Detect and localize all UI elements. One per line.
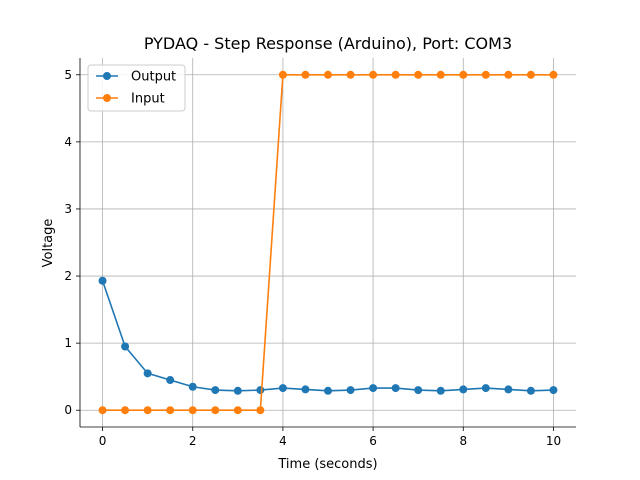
x-tick-label: 2: [189, 434, 197, 448]
y-tick-label: 3: [64, 202, 72, 216]
input-point: [98, 406, 107, 415]
series-layer: [98, 70, 558, 415]
y-tick-label: 5: [64, 68, 72, 82]
x-tick-label: 6: [369, 434, 377, 448]
input-point: [459, 70, 468, 79]
output-point: [211, 386, 220, 395]
output-point: [121, 342, 130, 351]
legend-marker-output: [103, 72, 111, 80]
output-point: [346, 386, 355, 395]
output-point: [369, 384, 378, 393]
y-tick-label: 2: [64, 269, 72, 283]
output-point: [324, 386, 332, 395]
output-point: [549, 386, 558, 395]
legend-label-output: Output: [131, 70, 176, 85]
input-point: [211, 406, 220, 415]
legend: Output Input: [87, 64, 186, 112]
output-point: [98, 276, 107, 285]
output-point: [256, 386, 265, 395]
y-tick-label: 4: [64, 135, 72, 149]
output-point: [526, 386, 535, 395]
input-line: [102, 73, 554, 412]
legend-entry-output: Output: [96, 70, 176, 85]
input-point: [414, 70, 423, 79]
input-point: [324, 70, 332, 79]
input-point: [549, 70, 558, 79]
output-line: [101, 280, 554, 392]
x-axis-ticks: 0 2 4 6 8 10: [99, 427, 561, 448]
output-point: [504, 385, 513, 394]
input-point: [481, 70, 490, 79]
x-tick-label: 4: [279, 434, 287, 448]
output-point: [301, 385, 310, 394]
output-point: [188, 382, 197, 391]
y-axis-ticks: 0 1 2 3 4 5: [64, 68, 80, 417]
x-tick-label: 0: [99, 434, 107, 448]
input-point: [278, 70, 287, 79]
y-tick-label: 0: [64, 403, 72, 417]
chart-title: PYDAQ - Step Response (Arduino), Port: C…: [144, 34, 512, 53]
input-point: [256, 406, 265, 415]
grid-lines: [80, 58, 576, 427]
output-point: [166, 376, 175, 385]
input-point: [526, 70, 535, 79]
input-point: [391, 70, 400, 79]
series-output: [98, 276, 558, 395]
input-point: [143, 406, 152, 415]
x-axis-label: Time (seconds): [277, 457, 377, 472]
y-tick-label: 1: [64, 336, 72, 350]
axes: [79, 58, 576, 428]
input-point: [346, 70, 355, 79]
input-point: [436, 70, 445, 79]
x-tick-label: 8: [459, 434, 467, 448]
legend-label-input: Input: [131, 92, 165, 107]
output-point: [233, 386, 242, 395]
output-point: [391, 384, 400, 393]
y-axis-label: Voltage: [41, 219, 56, 268]
legend-marker-input: [103, 94, 111, 102]
series-input: [98, 70, 558, 415]
input-point: [369, 70, 378, 79]
input-point: [166, 406, 175, 415]
output-point: [278, 384, 287, 393]
legend-entry-input: Input: [96, 92, 165, 107]
input-point: [233, 406, 242, 415]
x-tick-label: 10: [546, 434, 561, 448]
output-point: [459, 385, 468, 394]
output-point: [143, 369, 152, 378]
input-point: [188, 406, 197, 415]
input-point: [121, 406, 130, 415]
input-point: [301, 70, 310, 79]
output-point: [436, 386, 445, 395]
output-point: [481, 384, 490, 393]
input-point: [504, 70, 513, 79]
output-point: [414, 386, 423, 395]
